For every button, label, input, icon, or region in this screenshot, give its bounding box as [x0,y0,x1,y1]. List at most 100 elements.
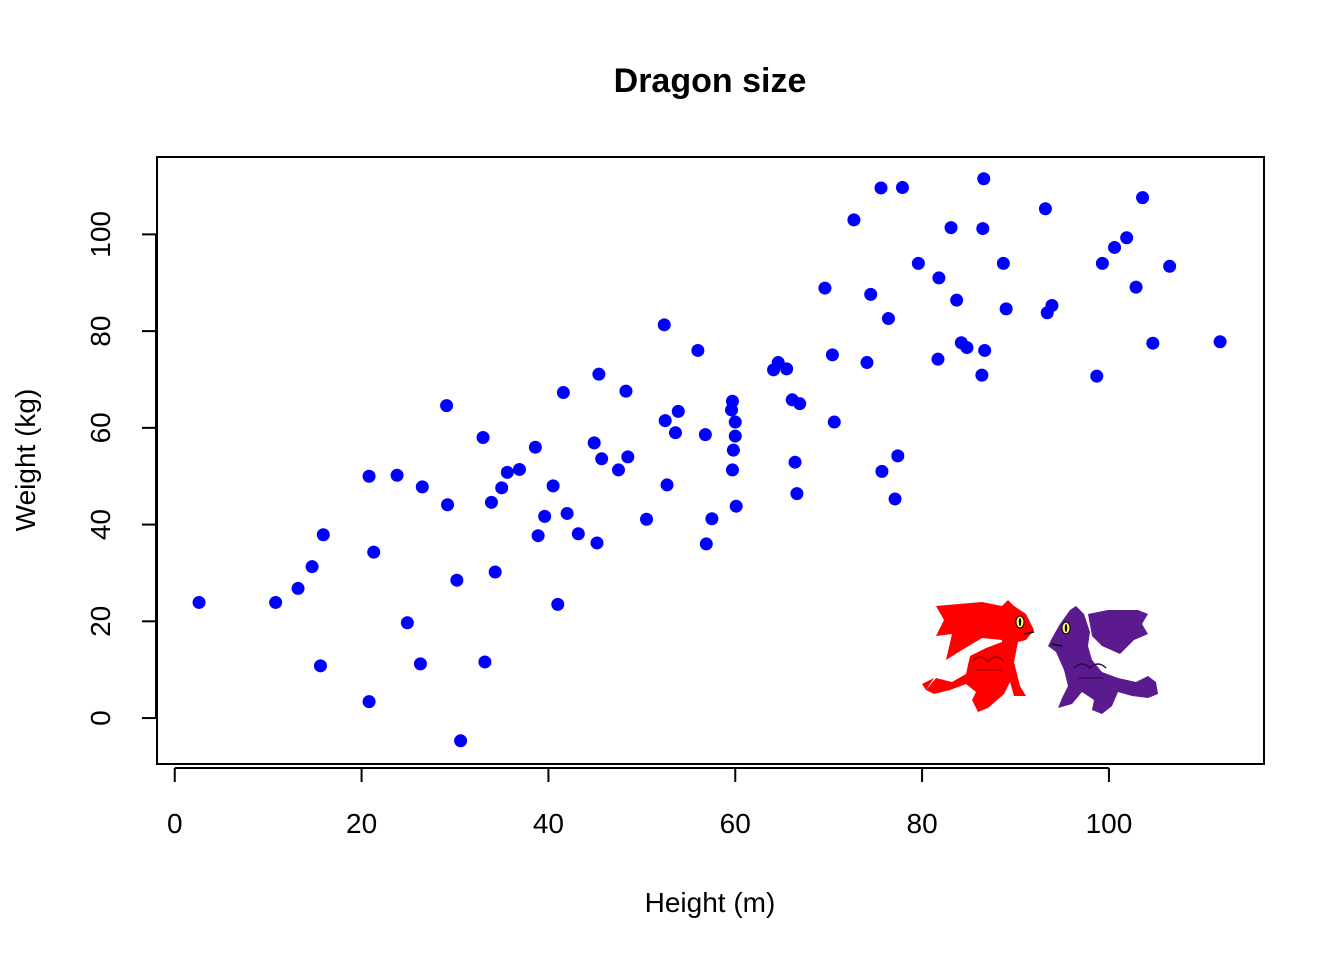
data-point [413,657,427,671]
data-point [305,560,319,574]
data-point [825,348,839,362]
data-point [793,397,807,411]
data-point [316,528,330,542]
data-point [592,367,606,381]
data-point [1095,256,1109,270]
data-point [367,545,381,559]
data-point [875,464,889,478]
data-point [556,386,570,400]
data-point [699,537,713,551]
data-point [1129,280,1143,294]
data-point [911,256,925,270]
data-point [932,271,946,285]
data-point [671,404,685,418]
data-point [1090,369,1104,383]
x-tick-label: 80 [907,808,938,839]
data-point [560,506,574,520]
purple-dragon-icon [1048,606,1158,714]
data-point [698,428,712,442]
data-point [950,293,964,307]
data-point [1120,231,1134,245]
data-point [538,509,552,523]
data-point [531,529,545,543]
data-point [657,318,671,332]
data-point [488,565,502,579]
data-point [881,312,895,326]
data-point [313,659,327,673]
data-point [780,362,794,376]
data-point [500,465,514,479]
data-point [1045,298,1059,312]
data-point [668,426,682,440]
data-point [192,595,206,609]
data-point [725,463,739,477]
data-point [450,573,464,587]
data-point [728,429,742,443]
x-axis-label: Height (m) [645,887,776,918]
data-point [960,341,974,355]
data-point [725,394,739,408]
y-tick-label: 80 [85,316,116,347]
data-point [415,480,429,494]
y-tick-label: 100 [85,211,116,258]
y-axis-label: Weight (kg) [10,389,41,532]
data-point [726,443,740,457]
data-point [619,384,633,398]
x-tick-label: 20 [346,808,377,839]
data-point [691,343,705,357]
data-point [512,462,526,476]
data-point [658,414,672,428]
red-dragon-icon [922,600,1035,712]
data-point [728,415,742,429]
data-point [390,468,404,482]
data-point [611,463,625,477]
data-point [587,436,601,450]
data-point [818,281,832,295]
x-tick-label: 60 [720,808,751,839]
data-point [476,431,490,445]
chart-title: Dragon size [614,62,807,100]
data-point [977,172,991,186]
data-point [590,536,604,550]
y-axis: 0 20 40 60 80 100 [85,211,157,726]
data-point [705,512,719,526]
data-point [874,181,888,195]
y-tick-label: 0 [85,710,116,726]
data-point [269,595,283,609]
data-point [528,440,542,454]
data-point [640,512,654,526]
data-point [944,221,958,235]
data-point [895,180,909,194]
data-point [996,256,1010,270]
data-point [595,452,609,466]
data-point [1213,335,1227,349]
data-point [888,492,902,506]
data-points [192,172,1227,748]
data-point [999,302,1013,316]
data-point [931,352,945,366]
data-point [571,527,585,541]
data-point [440,399,454,413]
data-point [660,478,674,492]
y-tick-label: 60 [85,412,116,443]
y-tick-label: 20 [85,606,116,637]
data-point [1038,202,1052,216]
data-point [362,695,376,709]
data-point [441,498,455,512]
data-point [546,479,560,493]
data-point [1136,191,1150,205]
data-point [891,449,905,463]
data-point [478,655,492,669]
y-tick-label: 40 [85,509,116,540]
data-point [621,450,635,464]
data-point [1146,336,1160,350]
data-point [1163,259,1177,273]
x-tick-label: 100 [1086,808,1133,839]
data-point [362,469,376,483]
data-point [976,222,990,236]
data-point [827,415,841,429]
x-tick-label: 0 [167,808,183,839]
data-point [484,495,498,509]
data-point [975,368,989,382]
